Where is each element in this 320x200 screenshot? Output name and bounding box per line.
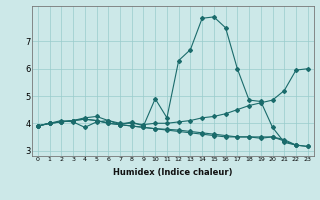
X-axis label: Humidex (Indice chaleur): Humidex (Indice chaleur) bbox=[113, 168, 233, 177]
